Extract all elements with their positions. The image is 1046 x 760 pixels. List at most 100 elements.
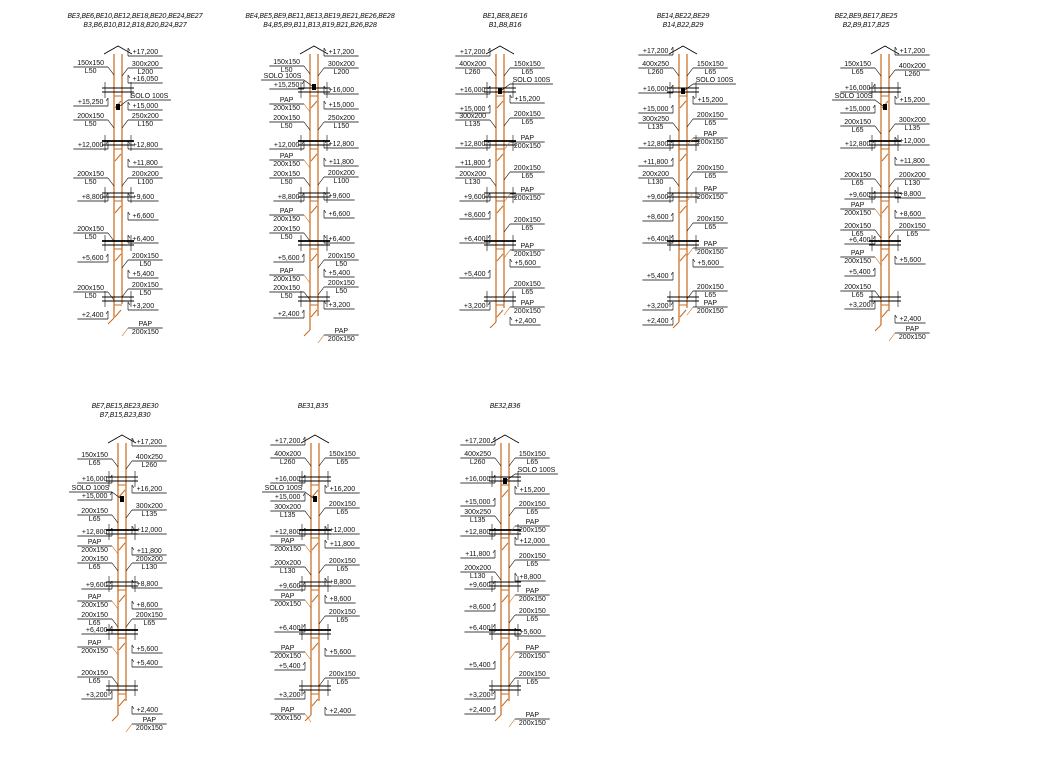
label-text: +6,400: [464, 236, 486, 243]
leader-line: [303, 232, 311, 242]
elevation-label: +12,800: [638, 139, 674, 149]
leader-line: [304, 491, 314, 499]
pipe-offset: [114, 309, 122, 318]
elevation-arrow-icon: [492, 660, 496, 665]
label-subtext: L50: [85, 68, 97, 75]
label-text: 300x200: [328, 61, 355, 68]
elevation-arrow-icon: [127, 192, 131, 197]
label-text: 200x150: [329, 558, 356, 565]
elevation-arrow-icon: [894, 189, 898, 194]
label-text: SOLO 100S: [265, 485, 303, 492]
label-text: 200x200: [132, 171, 159, 178]
elevation-arrow-icon: [302, 690, 306, 695]
label-text: +8,600: [899, 211, 921, 218]
leader-line: [303, 79, 313, 87]
roof-cap-icon: [300, 434, 330, 444]
label-subtext: L100: [334, 178, 350, 185]
label-text: +5,400: [647, 273, 669, 280]
elevation-arrow-icon: [323, 157, 327, 162]
floor-slab: [489, 524, 521, 540]
label-text: +3,200: [86, 692, 108, 699]
pipe-offset: [501, 489, 509, 498]
label-subtext: 200x150: [519, 596, 546, 603]
leader-line: [119, 99, 129, 107]
elevation-arrow-icon: [109, 491, 113, 496]
label-text: 200x150: [81, 556, 108, 563]
elevation-label: +8,600: [464, 602, 496, 612]
leader-line: [508, 651, 516, 661]
elevation-label: +11,800: [323, 157, 359, 167]
label-text: +5,600: [697, 260, 719, 267]
label-text: 200x150: [519, 553, 546, 560]
label-text: +17,200: [900, 48, 926, 55]
label-text: 200x200: [328, 170, 355, 177]
leader-line: [686, 306, 694, 316]
label-subtext: L260: [280, 459, 296, 466]
elevation-arrow-icon: [670, 212, 674, 217]
elevation-label: +15,000: [127, 101, 163, 111]
label-text: +16,000: [275, 476, 301, 483]
elevation-label: +5,600: [77, 253, 109, 263]
label-text: PAP: [281, 707, 295, 714]
label-text: 200x150: [844, 284, 871, 291]
label-text: 200x150: [844, 172, 871, 179]
label-text: +2,400: [899, 316, 921, 323]
label-subtext: 200x150: [697, 139, 724, 146]
label-subtext: L65: [705, 292, 717, 299]
pipe-offset: [501, 642, 509, 651]
elevation-arrow-icon: [894, 156, 898, 161]
floor-slab: [667, 291, 699, 307]
leader-line: [303, 177, 311, 187]
leader-line: [107, 66, 115, 76]
label-text: 200x150: [697, 284, 724, 291]
label-text: PAP: [139, 321, 153, 328]
elevation-arrow-icon: [492, 623, 496, 628]
elevation-arrow-icon: [323, 100, 327, 105]
label-subtext: 200x150: [519, 653, 546, 660]
label-text: PAP: [906, 326, 920, 333]
label-text: 400x200: [899, 63, 926, 70]
diagram-title: B2,B9,B17,B25: [843, 21, 891, 29]
label-subtext: 200x150: [514, 308, 541, 315]
leader-line: [317, 67, 325, 77]
label-subtext: L260: [142, 462, 158, 469]
label-subtext: L135: [470, 517, 486, 524]
leader-line: [121, 259, 129, 269]
elevation-label: +5,400: [642, 271, 674, 281]
label-text: PAP: [280, 97, 294, 104]
label-text: +11,800: [460, 160, 485, 167]
label-text: +12,800: [133, 142, 159, 149]
label-text: PAP: [88, 594, 102, 601]
roof-cap-icon: [103, 45, 133, 55]
label-text: 200x150: [514, 165, 541, 172]
label-subtext: L50: [336, 261, 348, 268]
elevation-label: +6,600: [323, 209, 355, 219]
elevation-arrow-icon: [492, 527, 496, 532]
elevation-label: +5,400: [464, 660, 496, 670]
label-text: 200x150: [77, 113, 104, 120]
label-text: +16,000: [643, 86, 669, 93]
label-text: +16,050: [133, 76, 159, 83]
label-text: 250x200: [328, 115, 355, 122]
label-text: +9,600: [86, 582, 108, 589]
leader-line: [125, 723, 133, 733]
